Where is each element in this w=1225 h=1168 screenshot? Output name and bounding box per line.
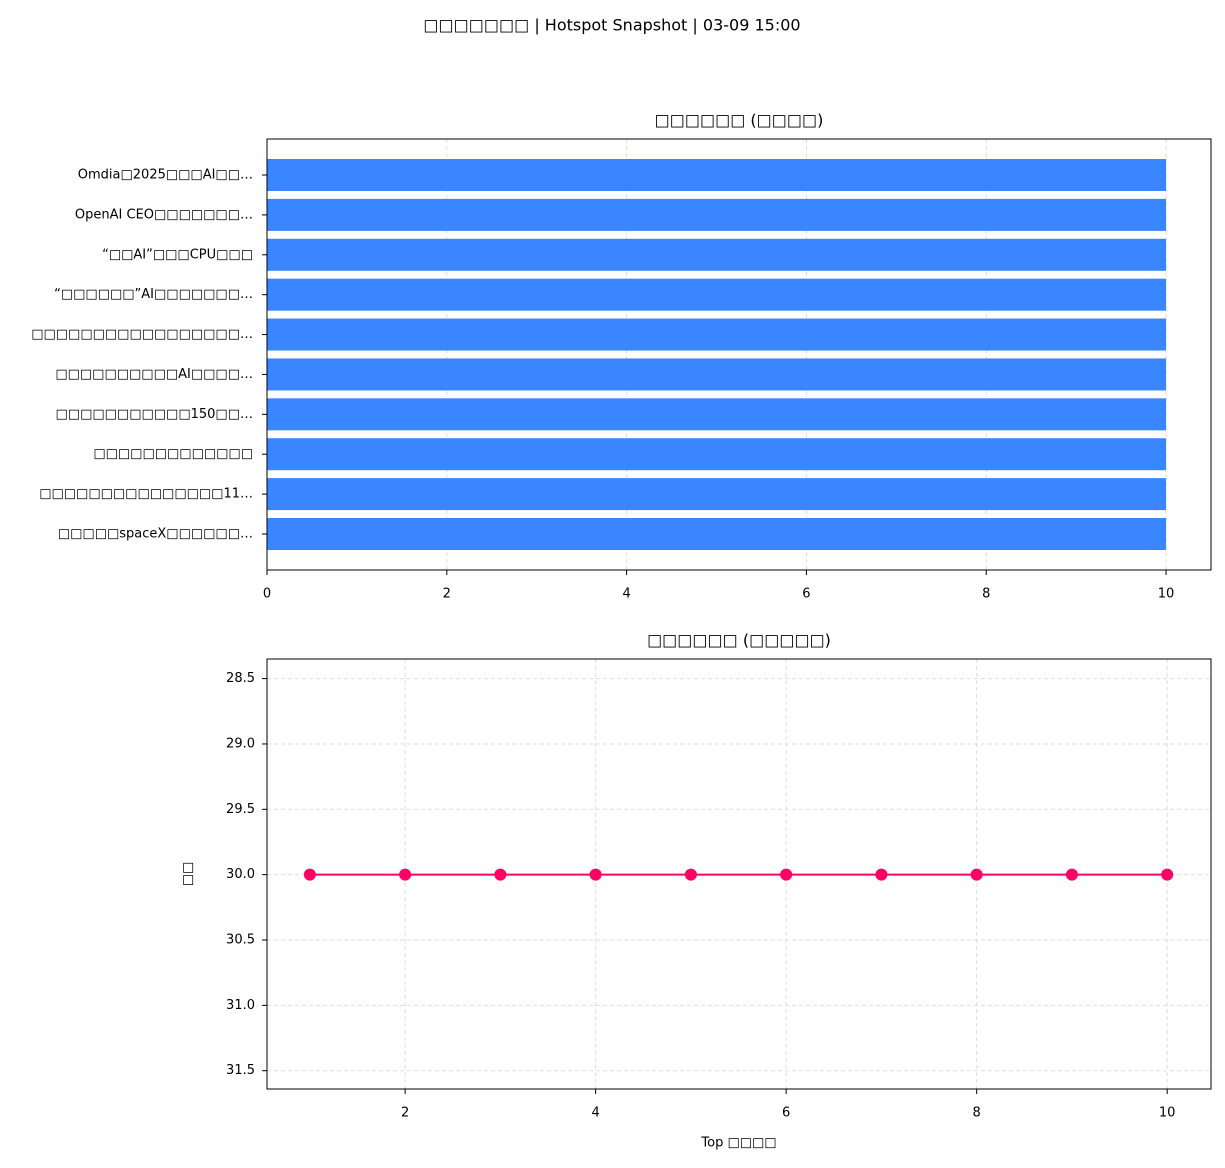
bar (267, 159, 1167, 191)
marker (970, 868, 983, 881)
x-tick-label: 2 (443, 587, 451, 602)
y-axis-label: □□ (181, 862, 196, 887)
y-tick-label: 29.5 (226, 802, 255, 817)
y-tick-label: 28.5 (226, 671, 255, 686)
figure-title: □□□□□□□ | Hotspot Snapshot | 03-09 15:00 (423, 16, 800, 35)
y-tick-label: □□□□□□□□□□□□□ (93, 447, 253, 462)
bar (267, 278, 1167, 311)
bar (267, 358, 1167, 391)
y-tick-label: Omdia□2025□□□AI□□… (78, 168, 253, 183)
marker (1161, 868, 1174, 881)
y-tick-label: □□□□□□□□□□□□□□□□□… (31, 327, 253, 342)
y-tick-label: 30.5 (226, 933, 255, 948)
bar (267, 398, 1167, 431)
plot-frame (266, 138, 1212, 571)
x-tick-label: 4 (622, 587, 630, 602)
y-tick-label: “□□AI”□□□CPU□□□ (102, 247, 253, 262)
y-tick-label: □□□□□□□□□□□150□□… (56, 407, 254, 422)
y-tick-label: □□□□□spaceX□□□□□□… (58, 527, 253, 542)
x-tick-label: 6 (802, 587, 810, 602)
y-tick-label: 31.0 (226, 998, 255, 1013)
marker (875, 868, 888, 881)
x-tick-label: 10 (1158, 587, 1175, 602)
x-tick-label: 0 (263, 587, 271, 602)
marker (684, 868, 697, 881)
marker (1065, 868, 1078, 881)
y-tick-label: “□□□□□□”AI□□□□□□□… (54, 287, 253, 302)
y-tick-label: 31.5 (226, 1063, 255, 1078)
x-tick-label: 10 (1159, 1106, 1176, 1121)
x-tick-label: 6 (782, 1106, 790, 1121)
x-axis-label: Top □□□□ (700, 1136, 776, 1151)
y-tick-label: □□□□□□□□□□AI□□□□… (55, 367, 253, 382)
bar (267, 478, 1167, 511)
bar (267, 518, 1167, 550)
marker (589, 868, 602, 881)
y-tick-label: □□□□□□□□□□□□□□□11… (39, 487, 253, 502)
marker (399, 868, 412, 881)
bar (267, 438, 1167, 471)
chart-title: □□□□□□ (□□□□□) (647, 631, 831, 650)
x-tick-label: 2 (401, 1106, 409, 1121)
x-tick-label: 8 (973, 1106, 981, 1121)
bar (267, 238, 1167, 271)
x-tick-label: 4 (591, 1106, 599, 1121)
plot-frame (266, 658, 1212, 1090)
y-tick-label: 29.0 (226, 736, 255, 751)
marker (780, 868, 793, 881)
y-tick-label: OpenAI CEO□□□□□□□… (75, 207, 253, 222)
marker (303, 868, 316, 881)
y-tick-label: 30.0 (226, 867, 255, 882)
bar (267, 318, 1167, 351)
bar (267, 198, 1167, 231)
marker (494, 868, 507, 881)
chart-title: □□□□□□ (□□□□) (655, 111, 824, 130)
x-tick-label: 8 (982, 587, 990, 602)
